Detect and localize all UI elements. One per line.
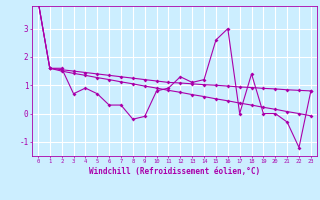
X-axis label: Windchill (Refroidissement éolien,°C): Windchill (Refroidissement éolien,°C): [89, 167, 260, 176]
